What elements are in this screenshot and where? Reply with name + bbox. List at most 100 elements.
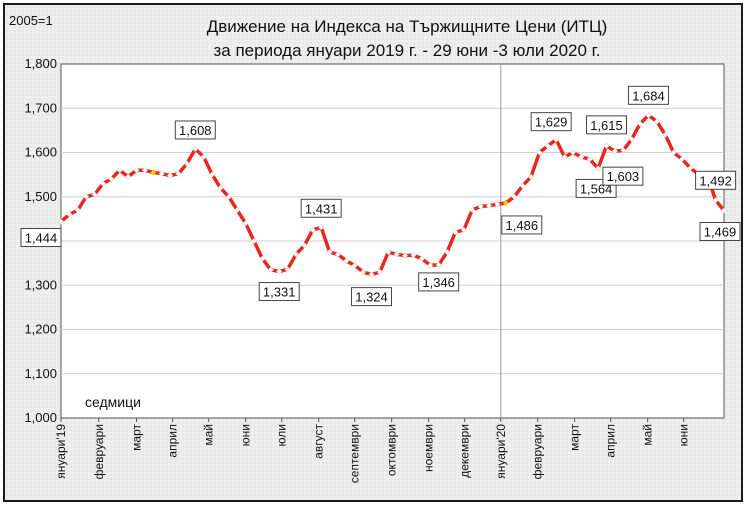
- x-tick-label: март: [130, 424, 144, 451]
- series: [57, 112, 728, 278]
- data-point: [402, 252, 409, 259]
- data-point: [645, 112, 652, 119]
- y-tick-label: 1,100: [24, 366, 57, 381]
- data-label: 1,346: [418, 272, 460, 292]
- data-point: [318, 224, 325, 231]
- y-tick-label: 1,200: [24, 322, 57, 337]
- data-point: [192, 145, 199, 152]
- x-tick-label: юни: [677, 424, 691, 446]
- data-point: [586, 156, 593, 163]
- y-tick-label: 1,800: [24, 56, 57, 71]
- data-point: [57, 218, 65, 225]
- data-point: [502, 199, 509, 206]
- x-tick-label: април: [166, 424, 180, 458]
- x-tick-label: януари'19: [54, 424, 68, 479]
- data-point: [351, 262, 358, 269]
- y-tick-label: 1,600: [24, 145, 57, 160]
- data-point: [125, 173, 132, 180]
- data-label: 1,486: [501, 215, 543, 235]
- data-point: [553, 136, 560, 143]
- data-point: [385, 249, 392, 256]
- data-point: [99, 180, 106, 187]
- x-tick-label: април: [604, 424, 618, 458]
- data-point: [544, 142, 551, 149]
- x-tick-label: февруари: [92, 424, 106, 479]
- data-point: [242, 220, 249, 227]
- data-point: [670, 149, 677, 156]
- svg-text:1,346: 1,346: [422, 275, 455, 290]
- base-label: 2005=1: [9, 13, 53, 28]
- data-point: [578, 153, 585, 160]
- data-point: [595, 165, 602, 172]
- chart-frame: 2005=1 Движение на Индекса на Тържищните…: [3, 3, 743, 502]
- y-tick-label: 1,500: [24, 189, 57, 204]
- data-point: [662, 131, 669, 138]
- x-tick-label: декември: [458, 424, 472, 478]
- data-point: [653, 118, 660, 125]
- x-tick-label: юли: [275, 424, 289, 446]
- data-label: 1,603: [602, 166, 644, 186]
- data-point: [477, 203, 484, 210]
- data-point: [427, 262, 434, 269]
- data-point: [452, 229, 459, 236]
- data-point: [66, 211, 73, 218]
- chart-title: Движение на Индекса на Тържищните Цени (…: [207, 17, 607, 36]
- data-label: 1,444: [20, 228, 62, 248]
- data-point: [284, 266, 291, 273]
- x-tick-label: януари'20: [494, 424, 508, 479]
- x-axis: януари'19 февруари март април май юни юли авгус…: [54, 418, 691, 483]
- data-point: [527, 173, 534, 180]
- x-tick-label: октомври: [385, 424, 399, 476]
- data-point: [343, 257, 350, 264]
- data-label: 1,469: [699, 221, 741, 241]
- data-point: [175, 170, 182, 177]
- data-point: [301, 242, 308, 249]
- x-axis-label: седмици: [85, 394, 141, 410]
- x-tick-label: февруари: [531, 424, 545, 479]
- data-point: [360, 268, 367, 275]
- data-label: 1,629: [530, 112, 572, 132]
- y-axis: 1,0001,1001,2001,3001,4001,5001,6001,700…: [24, 56, 57, 425]
- data-point: [108, 176, 115, 183]
- data-point: [334, 251, 341, 258]
- data-label: 1,608: [174, 120, 216, 140]
- data-point: [368, 271, 375, 278]
- x-tick-label: май: [641, 424, 655, 446]
- data-point: [183, 160, 190, 167]
- data-point: [712, 197, 719, 204]
- data-point: [444, 249, 451, 256]
- data-point: [376, 268, 383, 275]
- chart-subtitle: за периода януари 2019 г. - 29 юни -3 юл…: [213, 41, 600, 60]
- data-point: [209, 171, 216, 178]
- data-point: [276, 268, 283, 275]
- data-point: [569, 149, 576, 156]
- data-point: [410, 252, 417, 259]
- data-point: [469, 207, 476, 214]
- data-point: [418, 255, 425, 262]
- data-point: [217, 184, 224, 191]
- x-tick-label: ноември: [422, 424, 436, 472]
- data-point: [74, 207, 81, 214]
- data-point: [485, 202, 493, 209]
- x-tick-label: май: [202, 424, 216, 446]
- data-point: [620, 147, 627, 154]
- svg-text:1,608: 1,608: [179, 123, 212, 138]
- data-point: [292, 251, 300, 258]
- data-point: [536, 149, 543, 156]
- data-point: [435, 261, 442, 268]
- data-point: [150, 169, 157, 176]
- data-label: 1,615: [586, 115, 628, 135]
- x-tick-label: март: [568, 424, 582, 451]
- data-point: [83, 193, 90, 200]
- data-point: [494, 201, 501, 208]
- data-point: [116, 167, 123, 174]
- data-label: 1,492: [695, 170, 737, 190]
- svg-text:1,431: 1,431: [305, 201, 338, 216]
- svg-text:1,331: 1,331: [263, 285, 296, 300]
- data-point: [326, 249, 333, 256]
- data-point: [267, 266, 274, 273]
- data-point: [393, 251, 400, 258]
- svg-text:1,324: 1,324: [355, 290, 388, 305]
- data-point: [611, 148, 618, 155]
- data-point: [200, 153, 207, 160]
